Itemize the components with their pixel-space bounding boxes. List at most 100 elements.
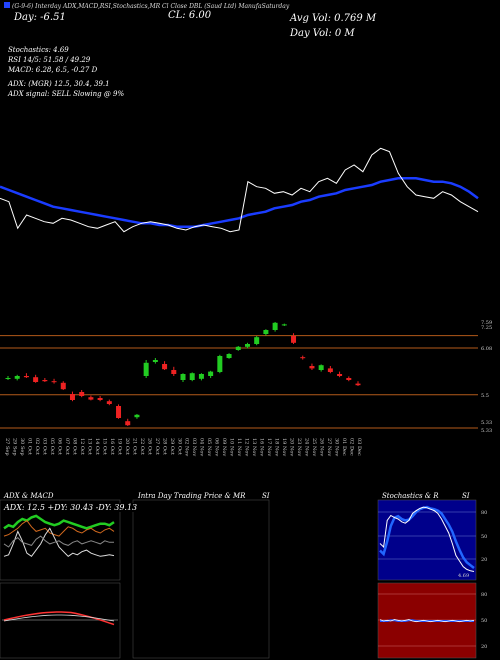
x-tick-label: 15 Oct <box>101 438 107 455</box>
macd-readout: MACD: 6.28, 6.5, -0.27 D <box>8 66 98 74</box>
candle-body <box>217 356 223 372</box>
x-tick-label: 26 Nov <box>319 438 325 456</box>
x-tick-label: 22 Oct <box>139 438 145 455</box>
candle-body <box>42 380 48 382</box>
x-tick-label: 30 Nov <box>334 438 340 456</box>
candle-body <box>318 365 324 370</box>
rsi-readout: RSI 14/5: 51.58 / 49.29 <box>8 56 91 64</box>
x-tick-label: 09 Nov <box>221 438 227 456</box>
candle-body <box>143 362 149 376</box>
x-tick-label: 04 Nov <box>199 438 205 456</box>
candle-body <box>69 394 75 400</box>
rsi-line <box>379 619 475 623</box>
x-tick-label: 25 Nov <box>311 438 317 456</box>
x-tick-label: 20 Oct <box>124 438 130 455</box>
x-tick-label: 03 Dec <box>356 438 362 456</box>
candle-body <box>106 401 112 404</box>
candle-body <box>88 397 94 400</box>
candle-body <box>152 360 158 362</box>
day-volume: Day Vol: 0 M <box>290 28 355 39</box>
x-axis: 27 Sep 29 Sep 30 Sep 01 Oct 02 Oct 03 Oct 05 O… <box>4 438 362 456</box>
intraday-panel-title-2: SI <box>262 492 270 500</box>
candle-body <box>60 382 66 390</box>
x-tick-label: 24 Nov <box>304 438 310 456</box>
candle-body <box>346 378 352 380</box>
series-marker-icon <box>4 2 10 8</box>
x-tick-label: 13 Nov <box>251 438 257 456</box>
candle-body <box>23 376 29 378</box>
adx-secondary-line <box>3 535 114 548</box>
stoch-axis-label: 20 <box>481 557 487 563</box>
stoch-axis-label: 80 <box>481 510 487 516</box>
adx-readout: ADX: (MGR) 12.5, 30.4, 39.1 <box>8 80 110 88</box>
rsi-axis-label: 50 <box>481 618 487 624</box>
x-tick-label: 30 Sep <box>19 438 25 456</box>
x-tick-label: 02 Oct <box>34 438 40 455</box>
candle-body <box>51 381 57 383</box>
x-tick-label: 19 Oct <box>116 438 122 455</box>
candle-body <box>171 370 177 374</box>
candle-body <box>97 398 103 400</box>
stoch-panel-title-2: SI <box>462 492 470 500</box>
stochastics-readout: Stochastics: 4.69 <box>8 46 69 54</box>
candle-body <box>309 366 315 369</box>
adx-signal: ADX signal: SELL Slowing @ 9% <box>8 90 125 98</box>
x-tick-label: 02 Dec <box>349 438 355 456</box>
candle-body <box>79 392 85 396</box>
adx-panel-readout: ADX: 12.5 +DY: 30.43 -DY: 39.13 <box>4 503 138 512</box>
adx-panel-box <box>0 499 121 581</box>
candle-body <box>208 371 214 376</box>
adx-panel-title: ADX & MACD <box>4 492 54 500</box>
candlestick-chart: 7.597.25 6.08 5.5 5.33 5.33 <box>0 320 492 434</box>
x-tick-label: 10 Nov <box>229 438 235 456</box>
x-tick-label: 12 Nov <box>244 438 250 456</box>
level-label: 5.33 <box>481 428 492 434</box>
x-tick-label: 17 Nov <box>266 438 272 456</box>
minus-di-line <box>3 519 115 537</box>
intraday-panel-box <box>132 499 270 659</box>
x-tick-label: 27 Sep <box>4 438 10 456</box>
candle-body <box>272 322 278 330</box>
candle-body <box>198 374 204 379</box>
rsi-axis-label: 80 <box>481 592 487 598</box>
candle-body <box>291 336 297 343</box>
intraday-panel-title: Intra Day Trading Price & MR <box>138 492 246 500</box>
x-tick-label: 21 Oct <box>131 438 137 455</box>
candle-body <box>337 374 343 376</box>
price-info: Day: -6.51 <box>14 12 66 23</box>
moving-average-line <box>0 177 479 228</box>
macd-line <box>3 611 115 626</box>
stoch-k-line <box>379 506 475 572</box>
x-tick-label: 01 Dec <box>341 438 347 456</box>
price-line <box>0 147 479 233</box>
x-tick-label: 14 Oct <box>94 438 100 455</box>
level-label: 5.33 <box>481 420 492 426</box>
candle-body <box>254 337 260 344</box>
x-tick-label: 27 Oct <box>154 438 160 455</box>
candle-body <box>327 368 333 372</box>
x-tick-label: 01 Oct <box>26 438 32 455</box>
level-label: 7.25 <box>481 325 492 331</box>
stoch-panel-title: Stochastics & R <box>382 492 439 500</box>
x-tick-label: 29 Oct <box>169 438 175 455</box>
x-tick-label: 27 Nov <box>326 438 332 456</box>
candle-body <box>355 383 361 386</box>
x-tick-label: 19 Nov <box>281 438 287 456</box>
x-tick-label: 07 Oct <box>64 438 70 455</box>
x-tick-label: 26 Oct <box>146 438 152 455</box>
level-label: 5.5 <box>481 393 489 399</box>
x-tick-label: 29 Sep <box>11 438 17 456</box>
candle-body <box>125 421 131 426</box>
candle-body <box>14 376 20 379</box>
stoch-axis-label: 50 <box>481 534 487 540</box>
level-label: 6.08 <box>481 346 492 352</box>
candle-body <box>189 373 195 380</box>
x-tick-label: 16 Oct <box>109 438 115 455</box>
candle-body <box>162 364 168 370</box>
candle-body <box>263 330 269 334</box>
candle-body <box>244 344 250 347</box>
x-tick-label: 03 Nov <box>191 438 197 456</box>
x-tick-label: 05 Nov <box>206 438 212 456</box>
candle-body <box>235 346 241 350</box>
